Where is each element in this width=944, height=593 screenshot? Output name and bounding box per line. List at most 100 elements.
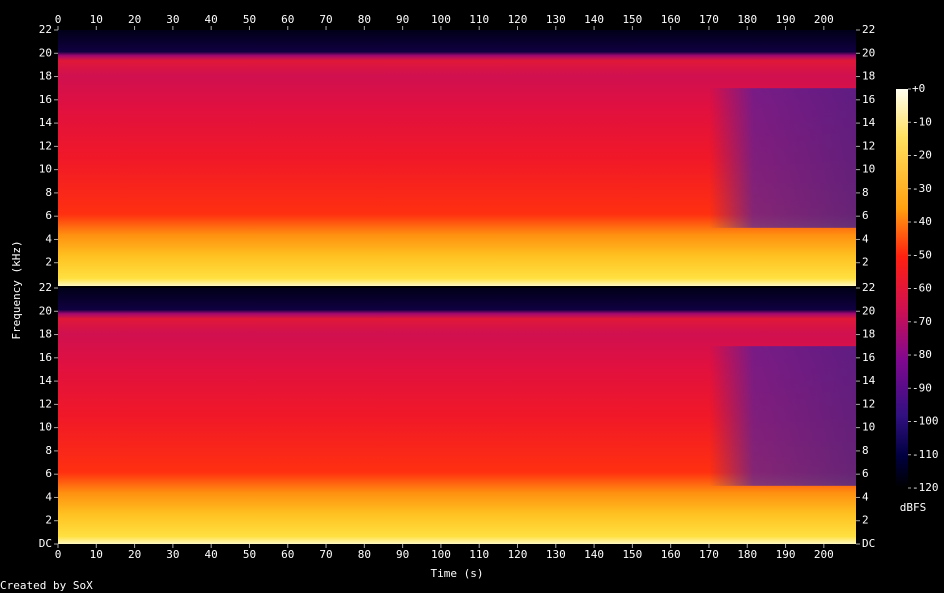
- y-tick-label: 22: [39, 281, 52, 294]
- x-tick-label: 190: [776, 548, 796, 561]
- y-tick-label: 22: [862, 23, 875, 36]
- x-tick-label: 170: [699, 548, 719, 561]
- y-tick-label: 22: [39, 23, 52, 36]
- footer: Created by SoX: [0, 579, 93, 592]
- x-tick-label: 60: [281, 13, 294, 26]
- y-tick-label: 6: [45, 467, 52, 480]
- colorbar-tick-label: -10: [912, 115, 932, 128]
- y-tick-label: 18: [39, 328, 52, 341]
- x-tick-label: 100: [431, 548, 451, 561]
- colorbar-tick-label: -20: [912, 149, 932, 162]
- colorbar-tick-label: -70: [912, 315, 932, 328]
- x-tick-label: 40: [205, 13, 218, 26]
- x-tick-label: 110: [469, 548, 489, 561]
- y-tick-label: 10: [39, 421, 52, 434]
- y-tick-label: 12: [862, 397, 875, 410]
- y-tick-label: 8: [45, 186, 52, 199]
- y-tick-label: 6: [862, 209, 869, 222]
- colorbar-tick-label: -80: [912, 348, 932, 361]
- x-tick-label: 130: [546, 548, 566, 561]
- y-tick-label: 10: [862, 421, 875, 434]
- x-tick-label: 30: [166, 13, 179, 26]
- spectrogram-shade: [708, 88, 856, 228]
- colorbar-tick-label: -110: [912, 448, 939, 461]
- x-tick-label: 160: [661, 548, 681, 561]
- y-tick-label: 14: [39, 116, 53, 129]
- x-tick-label: 10: [90, 548, 103, 561]
- y-tick-label: 10: [39, 163, 52, 176]
- y-tick-label: 20: [862, 304, 875, 317]
- x-tick-label: 70: [319, 548, 332, 561]
- y-tick-label: DC: [39, 537, 52, 550]
- y-tick-label: 16: [39, 351, 52, 364]
- x-tick-label: 200: [814, 548, 834, 561]
- x-tick-label: 70: [319, 13, 332, 26]
- x-tick-label: 170: [699, 13, 719, 26]
- y-tick-label: DC: [862, 537, 875, 550]
- x-tick-label: 190: [776, 13, 796, 26]
- x-tick-label: 120: [508, 13, 528, 26]
- x-tick-label: 200: [814, 13, 834, 26]
- y-tick-label: 20: [39, 46, 52, 59]
- y-tick-label: 16: [862, 93, 875, 106]
- x-tick-label: 10: [90, 13, 103, 26]
- colorbar-tick-label: -60: [912, 282, 932, 295]
- x-tick-label: 80: [358, 13, 371, 26]
- y-tick-label: 12: [862, 139, 875, 152]
- y-tick-label: 10: [862, 163, 875, 176]
- x-tick-label: 0: [55, 548, 62, 561]
- x-tick-label: 20: [128, 548, 141, 561]
- y-tick-label: 8: [45, 444, 52, 457]
- y-tick-label: 18: [862, 70, 875, 83]
- y-tick-label: 6: [45, 209, 52, 222]
- y-tick-label: 4: [45, 490, 52, 503]
- x-tick-label: 140: [584, 548, 604, 561]
- spectrogram-shade: [708, 346, 856, 486]
- x-tick-label: 110: [469, 13, 489, 26]
- y-tick-label: 6: [862, 467, 869, 480]
- y-tick-label: 20: [862, 46, 875, 59]
- y-axis-label: Frequency (kHz): [10, 240, 23, 339]
- x-tick-label: 180: [737, 548, 757, 561]
- y-tick-label: 18: [862, 328, 875, 341]
- x-tick-label: 160: [661, 13, 681, 26]
- x-axis-label: Time (s): [431, 567, 484, 580]
- colorbar-tick-label: -40: [912, 215, 932, 228]
- x-tick-label: 150: [622, 13, 642, 26]
- y-tick-label: 18: [39, 70, 52, 83]
- y-tick-label: 2: [45, 514, 52, 527]
- y-tick-label: 2: [45, 256, 52, 269]
- y-tick-label: 4: [862, 490, 869, 503]
- colorbar-tick-label: -30: [912, 182, 932, 195]
- colorbar-tick-label: +0: [912, 82, 925, 95]
- colorbar-tick-label: -120: [912, 481, 939, 494]
- x-tick-label: 120: [508, 548, 528, 561]
- y-tick-label: 22: [862, 281, 875, 294]
- x-tick-label: 150: [622, 548, 642, 561]
- colorbar-tick-label: -100: [912, 415, 939, 428]
- y-tick-label: 14: [862, 116, 876, 129]
- x-tick-label: 80: [358, 548, 371, 561]
- y-tick-label: 8: [862, 186, 869, 199]
- y-tick-label: 2: [862, 514, 869, 527]
- colorbar-label: dBFS: [900, 501, 927, 514]
- y-tick-label: 12: [39, 139, 52, 152]
- x-tick-label: 30: [166, 548, 179, 561]
- x-tick-label: 60: [281, 548, 294, 561]
- x-tick-label: 20: [128, 13, 141, 26]
- x-tick-label: 90: [396, 13, 409, 26]
- x-tick-label: 180: [737, 13, 757, 26]
- y-tick-label: 8: [862, 444, 869, 457]
- x-tick-label: 140: [584, 13, 604, 26]
- x-tick-label: 50: [243, 548, 256, 561]
- y-tick-label: 16: [862, 351, 875, 364]
- y-tick-label: 4: [45, 232, 52, 245]
- y-tick-label: 4: [862, 232, 869, 245]
- colorbar: [896, 89, 908, 488]
- y-tick-label: 16: [39, 93, 52, 106]
- y-tick-label: 14: [862, 374, 876, 387]
- x-tick-label: 90: [396, 548, 409, 561]
- x-tick-label: 50: [243, 13, 256, 26]
